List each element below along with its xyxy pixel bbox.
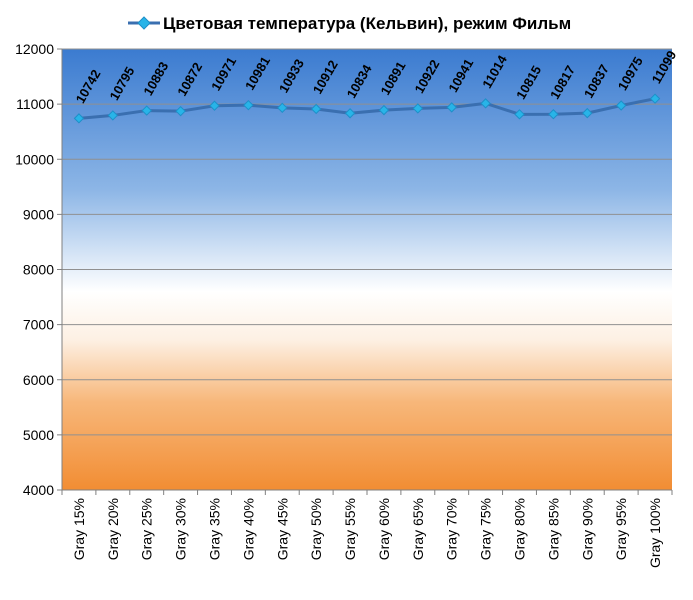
data-point — [310, 103, 322, 115]
data-point — [277, 102, 288, 114]
x-tick-label: Gray 30% — [173, 498, 189, 560]
x-tick-label: Gray 25% — [139, 498, 155, 560]
y-tick-label: 7000 — [23, 317, 54, 333]
x-tick-label: Gray 70% — [444, 498, 460, 560]
x-tick-label: Gray 100% — [647, 498, 663, 568]
data-point — [582, 107, 593, 119]
x-tick-label: Gray 75% — [478, 498, 494, 560]
data-point — [209, 100, 220, 111]
data-point — [107, 110, 119, 121]
x-tick-label: Gray 85% — [545, 498, 561, 560]
data-point — [480, 98, 491, 109]
x-tick-label: Gray 95% — [613, 498, 629, 560]
data-point — [141, 105, 152, 116]
series-line — [78, 97, 656, 120]
x-tick-label: Gray 40% — [240, 498, 256, 560]
y-axis-ticks: 4000 5000 6000 7000 8000 9000 10000 11000 12000 — [15, 41, 62, 498]
data-point — [412, 103, 424, 114]
data-point — [649, 93, 661, 104]
x-tick-label: Gray 15% — [71, 498, 87, 560]
legend-label: Цветовая температура (Кельвин), режим Фи… — [163, 14, 571, 33]
legend-marker — [137, 16, 151, 30]
y-tick-label: 8000 — [23, 262, 54, 278]
x-tick-label: Gray 50% — [308, 498, 324, 560]
y-tick-label: 11000 — [16, 96, 54, 112]
data-point — [446, 102, 457, 113]
y-tick-label: 6000 — [23, 372, 54, 388]
x-tick-label: Gray 20% — [105, 498, 121, 560]
x-axis-ticks: Gray 15% Gray 20% Gray 25% Gray 30% Gray 35%… — [61, 490, 673, 568]
x-tick-label: Gray 45% — [274, 498, 290, 560]
gridlines — [62, 48, 672, 436]
axes — [61, 49, 672, 491]
data-point — [344, 108, 356, 119]
legend: Цветовая температура (Кельвин), режим Фи… — [128, 14, 571, 33]
y-tick-label: 10000 — [15, 151, 54, 167]
data-point — [175, 105, 186, 117]
x-tick-label: Gray 90% — [579, 498, 595, 560]
data-point — [548, 109, 559, 120]
data-point — [243, 99, 254, 111]
x-tick-label: Gray 65% — [410, 498, 426, 560]
y-tick-label: 12000 — [15, 41, 54, 57]
x-tick-label: Gray 55% — [342, 498, 358, 560]
data-point — [378, 104, 390, 116]
y-tick-label: 4000 — [23, 482, 54, 498]
data-point — [73, 113, 85, 124]
x-tick-label: Gray 60% — [376, 498, 392, 560]
data-point — [615, 100, 627, 111]
x-tick-label: Gray 80% — [512, 498, 528, 560]
data-point — [514, 109, 525, 120]
y-tick-label: 5000 — [23, 427, 54, 443]
series-line-group — [73, 93, 661, 124]
y-tick-label: 9000 — [23, 206, 54, 222]
x-tick-label: Gray 35% — [207, 498, 223, 560]
